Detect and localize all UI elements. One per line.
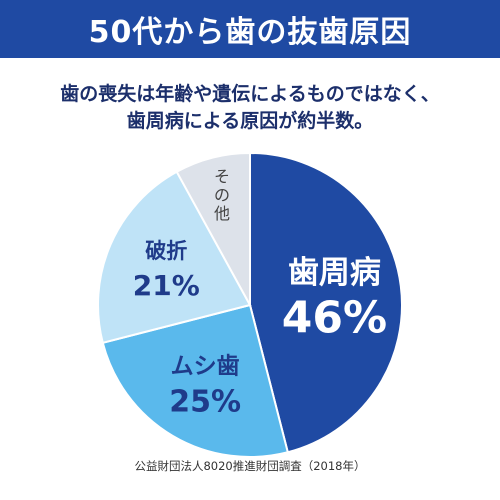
subtitle-line-2: 歯周病による原因が約半数。 — [126, 110, 374, 132]
pie-slice-1 — [101, 303, 290, 458]
slice-label-value-2: 21% — [133, 269, 200, 302]
pie-slice-2 — [97, 170, 252, 345]
slice-label-name-3: その他 — [214, 167, 230, 223]
chart-title: 50代から歯の抜歯原因 — [88, 15, 412, 50]
svg-text:の: の — [214, 186, 230, 205]
pie-slice-3 — [175, 151, 251, 306]
pie-slice-0 — [249, 151, 403, 454]
slice-label-value-0: 46% — [282, 292, 387, 343]
slice-label-value-1: 25% — [169, 384, 241, 419]
slice-label-name-1: ムシ歯 — [171, 353, 240, 379]
title-banner: 50代から歯の抜歯原因 — [0, 0, 500, 58]
subtitle-line-1: 歯の喪失は年齢や遺伝によるものではなく、 — [60, 83, 440, 105]
slice-label-name-2: 破折 — [145, 239, 187, 263]
svg-text:他: 他 — [214, 204, 230, 223]
slice-label-name-0: 歯周病 — [288, 255, 381, 291]
source-note: 公益財団法人8020推進財団調査（2018年） — [134, 459, 366, 473]
svg-text:そ: そ — [214, 167, 230, 186]
